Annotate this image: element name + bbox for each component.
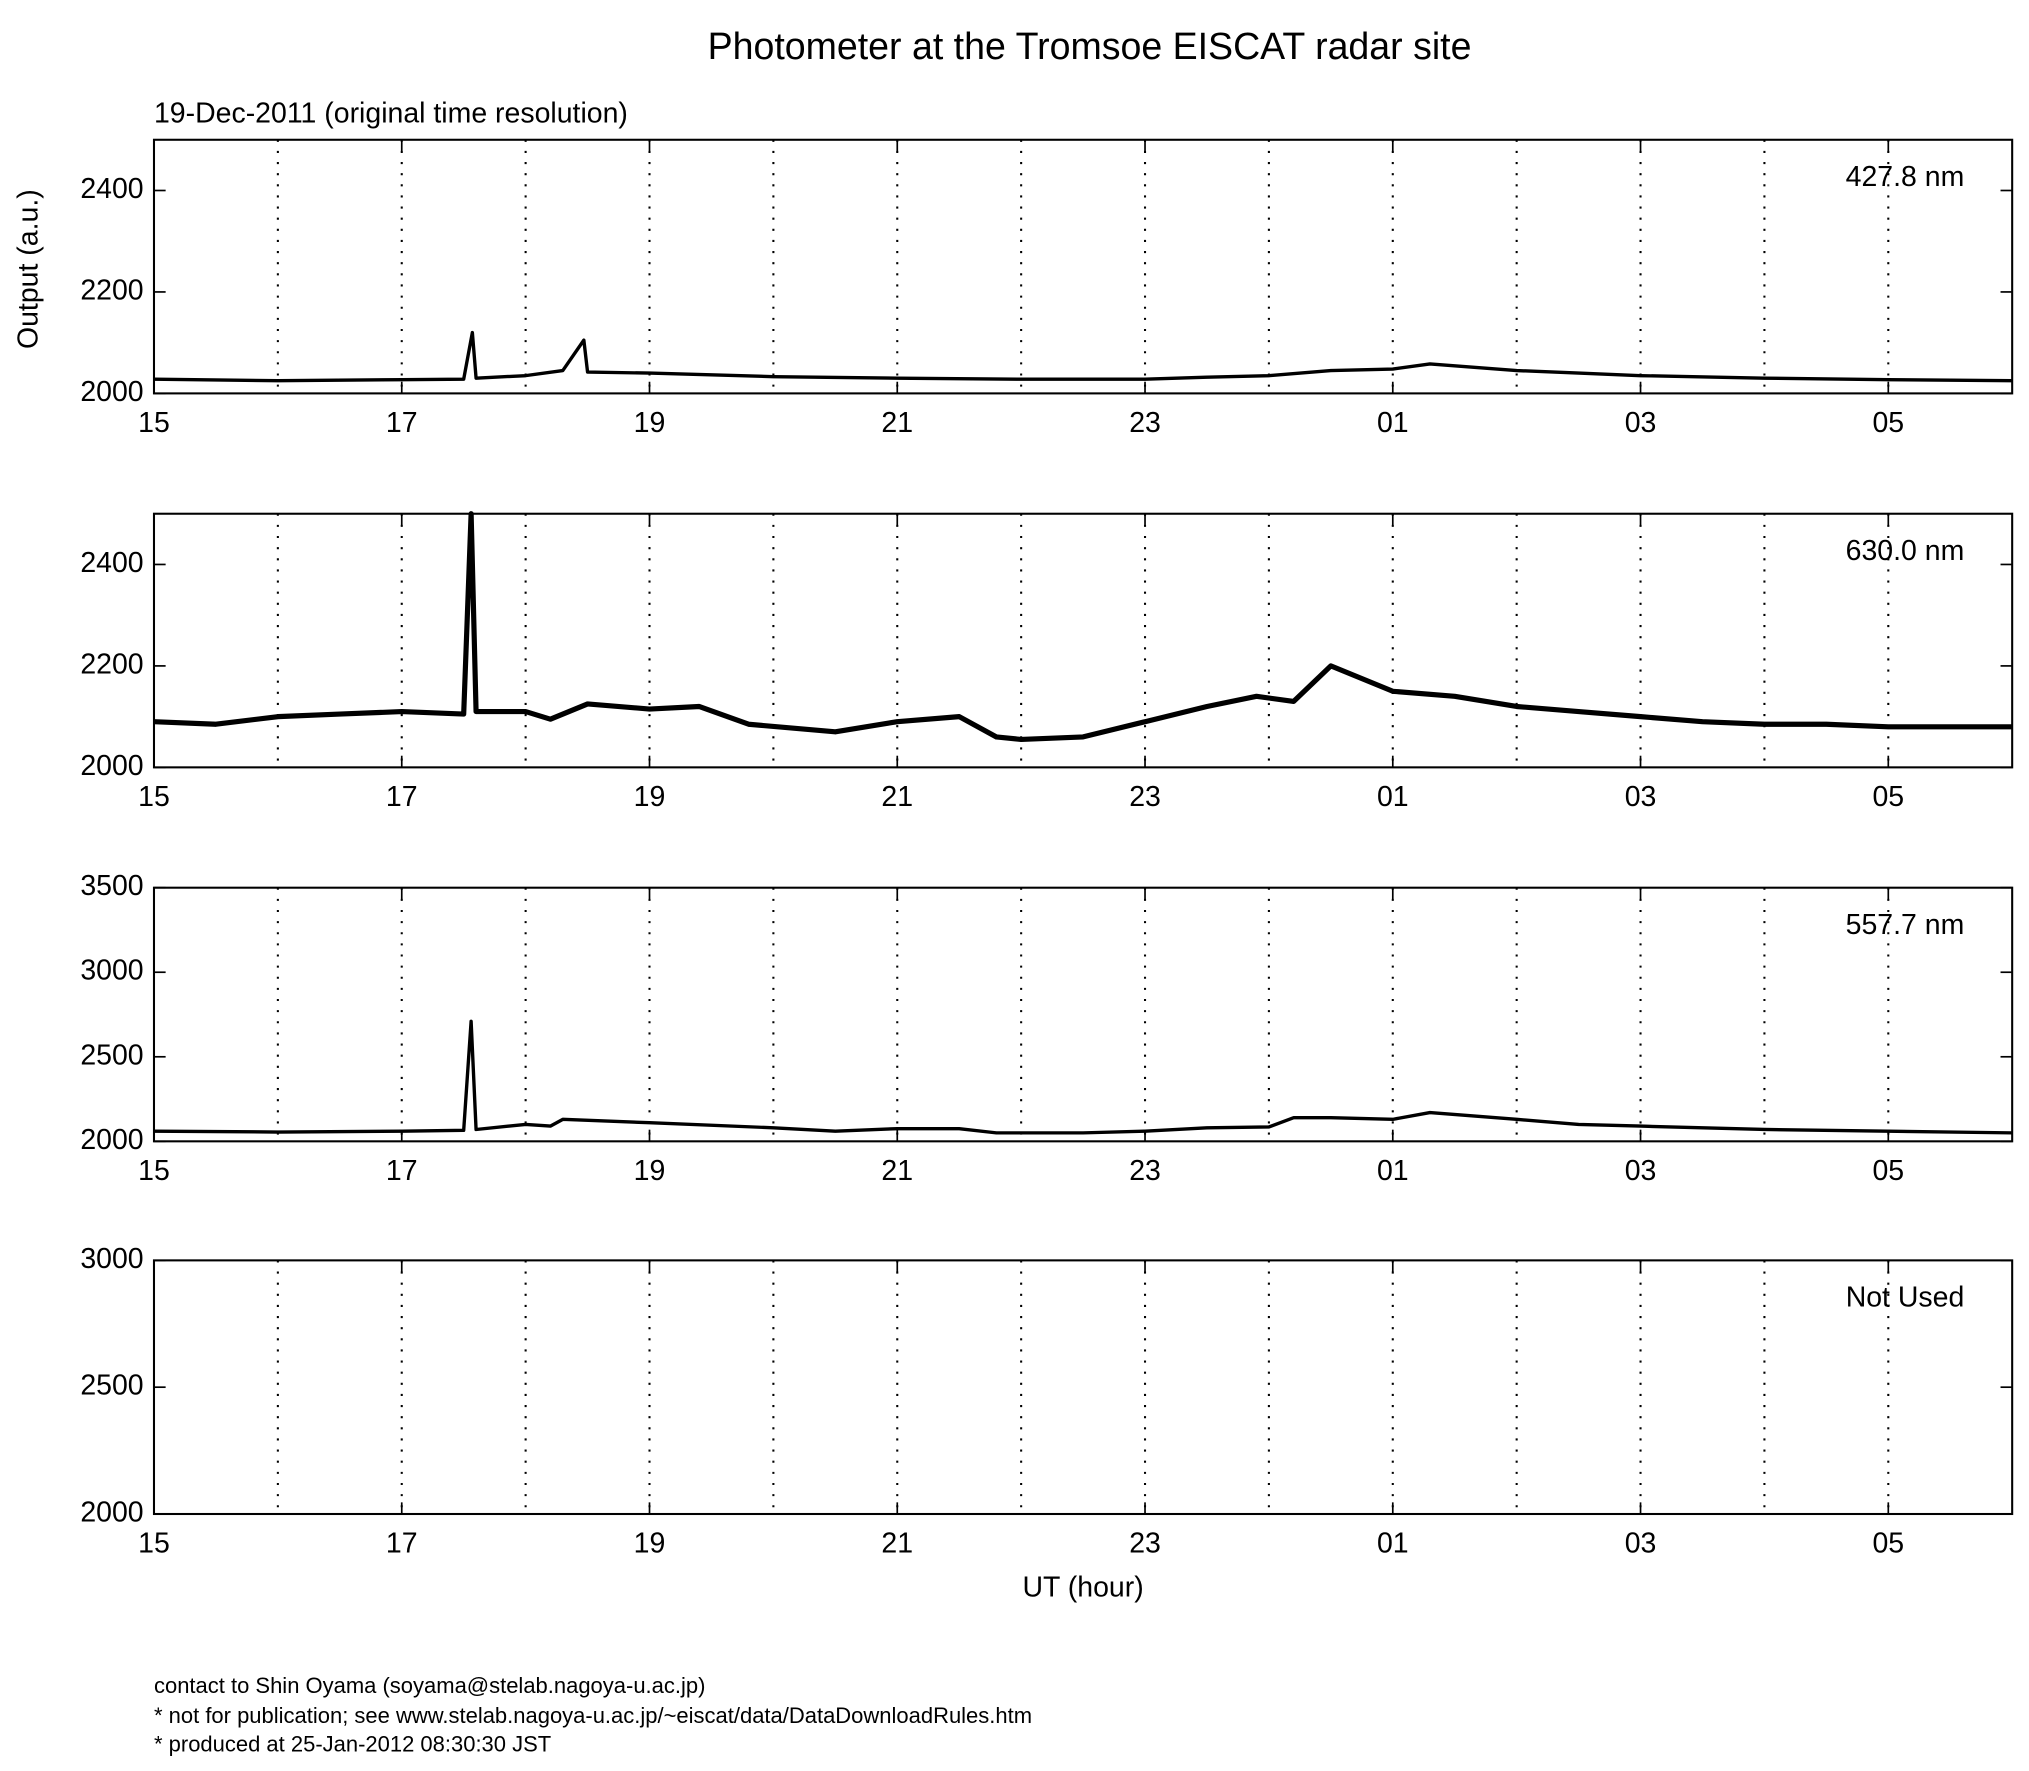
y-tick-label: 2000 bbox=[80, 750, 143, 782]
x-tick-label: 23 bbox=[1129, 1528, 1161, 1560]
x-tick-label: 19 bbox=[634, 781, 666, 813]
plot-frame bbox=[152, 138, 2014, 395]
data-line bbox=[153, 511, 2013, 743]
x-tick-label: 15 bbox=[138, 407, 170, 439]
x-tick-label: 01 bbox=[1377, 781, 1409, 813]
y-tick-label: 2000 bbox=[80, 1497, 143, 1529]
panel-label: 630.0 nm bbox=[1846, 535, 1965, 567]
x-tick-label: 05 bbox=[1872, 1528, 1904, 1560]
y-tick-label: 2000 bbox=[80, 1124, 143, 1156]
y-tick-label: 2400 bbox=[80, 547, 143, 579]
data-line bbox=[153, 330, 2013, 383]
y-tick-label: 2400 bbox=[80, 173, 143, 205]
x-tick-label: 17 bbox=[386, 407, 418, 439]
y-tick-label: 2500 bbox=[80, 1039, 143, 1071]
x-tick-label: 03 bbox=[1625, 1155, 1657, 1187]
x-tick-label: 03 bbox=[1625, 781, 1657, 813]
plot-frame bbox=[152, 886, 2014, 1143]
y-tick-label: 3000 bbox=[80, 1243, 143, 1275]
footer: contact to Shin Oyama (soyama@stelab.nag… bbox=[154, 1673, 705, 1698]
x-tick-label: 01 bbox=[1377, 1155, 1409, 1187]
x-tick-label: 21 bbox=[881, 407, 913, 439]
panel-label: 427.8 nm bbox=[1846, 161, 1965, 193]
x-tick-label: 05 bbox=[1872, 1155, 1904, 1187]
x-tick-label: 15 bbox=[138, 1528, 170, 1560]
x-tick-label: 03 bbox=[1625, 1528, 1657, 1560]
y-tick-label: 2200 bbox=[80, 274, 143, 306]
x-tick-label: 19 bbox=[634, 1528, 666, 1560]
x-tick-label: 21 bbox=[881, 1528, 913, 1560]
x-tick-label: 23 bbox=[1129, 407, 1161, 439]
y-tick-label: 2200 bbox=[80, 648, 143, 680]
panel-label: 557.7 nm bbox=[1846, 909, 1965, 941]
data-line bbox=[153, 1019, 2013, 1135]
x-tick-label: 23 bbox=[1129, 1155, 1161, 1187]
x-tick-label: 05 bbox=[1872, 781, 1904, 813]
y-tick-label: 3500 bbox=[80, 870, 143, 902]
x-tick-label: 15 bbox=[138, 781, 170, 813]
panel-label: Not Used bbox=[1846, 1282, 1965, 1314]
x-tick-label: 01 bbox=[1377, 407, 1409, 439]
x-tick-label: 17 bbox=[386, 1528, 418, 1560]
footer: * produced at 25-Jan-2012 08:30:30 JST bbox=[154, 1731, 551, 1756]
x-tick-label: 05 bbox=[1872, 407, 1904, 439]
y-axis-label: Output (a.u.) bbox=[12, 189, 44, 349]
x-tick-label: 23 bbox=[1129, 781, 1161, 813]
x-tick-label: 17 bbox=[386, 1155, 418, 1187]
chart-title: Photometer at the Tromsoe EISCAT radar s… bbox=[708, 25, 1472, 67]
x-axis-label: UT (hour) bbox=[1022, 1572, 1143, 1604]
y-tick-label: 2000 bbox=[80, 376, 143, 408]
y-tick-label: 2500 bbox=[80, 1370, 143, 1402]
footer: * not for publication; see www.stelab.na… bbox=[154, 1703, 1032, 1728]
plot-frame bbox=[152, 1259, 2014, 1516]
x-tick-label: 17 bbox=[386, 781, 418, 813]
y-tick-label: 3000 bbox=[80, 955, 143, 987]
x-tick-label: 21 bbox=[881, 781, 913, 813]
plot-frame bbox=[152, 512, 2014, 769]
subtitle: 19-Dec-2011 (original time resolution) bbox=[154, 98, 628, 130]
x-tick-label: 01 bbox=[1377, 1528, 1409, 1560]
x-tick-label: 03 bbox=[1625, 407, 1657, 439]
x-tick-label: 21 bbox=[881, 1155, 913, 1187]
x-tick-label: 19 bbox=[634, 407, 666, 439]
x-tick-label: 15 bbox=[138, 1155, 170, 1187]
x-tick-label: 19 bbox=[634, 1155, 666, 1187]
